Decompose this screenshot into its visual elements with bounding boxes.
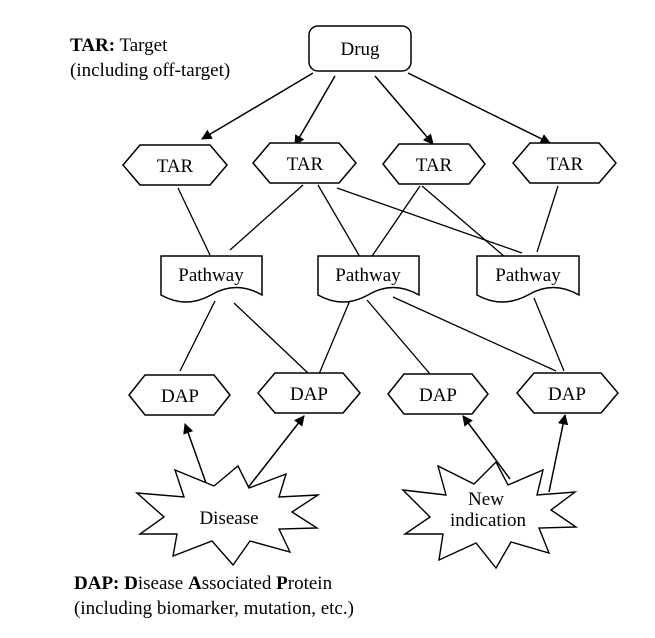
legend-dap-letter: P bbox=[276, 573, 288, 594]
target-label: TAR bbox=[157, 156, 194, 177]
disease-node: Disease bbox=[134, 464, 321, 567]
target-label: TAR bbox=[287, 154, 324, 175]
arrow-newind-dap4 bbox=[548, 413, 569, 493]
arrow-drug-tar-1 bbox=[201, 72, 314, 140]
pathway-node: Pathway bbox=[160, 255, 263, 303]
legend-dap-term: DAP: bbox=[74, 573, 120, 594]
legend-tar-line2: (including off-target) bbox=[70, 60, 231, 81]
dap-nodes: DAP DAP DAP DAP bbox=[128, 372, 619, 416]
dap-label: DAP bbox=[161, 386, 199, 407]
new-indication-label-line2: indication bbox=[450, 510, 526, 531]
pathway-to-dap-links bbox=[179, 296, 565, 375]
target-hexagon bbox=[512, 142, 617, 184]
dap-hexagon bbox=[128, 374, 231, 416]
link-pw3-dap4 bbox=[533, 297, 565, 372]
pathway-shape bbox=[317, 255, 420, 303]
legend-tar-term: TAR: bbox=[70, 35, 116, 56]
target-node: TAR bbox=[382, 143, 486, 185]
link-pw2-dap2 bbox=[318, 297, 352, 375]
new-indication-node: New indication bbox=[401, 460, 579, 570]
pathway-nodes: Pathway Pathway Pathway bbox=[160, 255, 580, 303]
link-tar3-pw3 bbox=[421, 185, 506, 258]
drug-node: Drug bbox=[308, 25, 412, 72]
legend-dap-letter: A bbox=[188, 573, 202, 594]
target-hexagon bbox=[122, 144, 228, 186]
pathway-node: Pathway bbox=[476, 255, 580, 303]
legend-dap-word: rotein bbox=[287, 573, 333, 594]
legend-dap-line2: (including biomarker, mutation, etc.) bbox=[74, 598, 354, 619]
dap-node: DAP bbox=[387, 373, 489, 415]
link-tar2-pw1 bbox=[229, 184, 304, 251]
pathway-shape bbox=[160, 255, 263, 303]
target-node: TAR bbox=[252, 142, 357, 184]
link-pw2-dap3 bbox=[366, 299, 431, 375]
pathway-label: Pathway bbox=[178, 265, 244, 286]
link-tar3-pw2 bbox=[369, 185, 421, 260]
legend-dap-word: ssociated bbox=[201, 573, 277, 594]
legend-tar: TAR: Target (including off-target) bbox=[70, 33, 230, 83]
legend-dap-letter: D bbox=[124, 573, 138, 594]
legend-dap-line1: DAP: Disease Associated Protein bbox=[74, 571, 354, 596]
arrow-drug-tar-3 bbox=[374, 75, 434, 145]
target-node: TAR bbox=[512, 142, 617, 184]
dap-label: DAP bbox=[548, 384, 586, 405]
legend-tar-line1: TAR: Target bbox=[70, 33, 230, 58]
drug-label: Drug bbox=[340, 39, 380, 60]
link-tar2-pw3 bbox=[336, 187, 523, 254]
drug-to-target-arrows bbox=[201, 72, 551, 146]
dap-label: DAP bbox=[419, 385, 457, 406]
target-hexagon bbox=[252, 142, 357, 184]
disease-starburst bbox=[134, 464, 321, 567]
arrow-newind-dap3 bbox=[462, 415, 511, 480]
legend-dap-word: isease bbox=[137, 573, 188, 594]
disease-label: Disease bbox=[199, 508, 258, 529]
dap-node: DAP bbox=[516, 372, 619, 414]
pathway-label: Pathway bbox=[335, 265, 401, 286]
dap-label: DAP bbox=[290, 384, 328, 405]
target-label: TAR bbox=[416, 155, 453, 176]
new-indication-starburst bbox=[401, 460, 579, 570]
pathway-shape bbox=[476, 255, 580, 303]
target-nodes: TAR TAR TAR TAR bbox=[122, 142, 617, 186]
dap-node: DAP bbox=[257, 372, 361, 414]
new-indication-label-line1: New bbox=[468, 489, 504, 510]
dap-hexagon bbox=[387, 373, 489, 415]
target-node: TAR bbox=[122, 144, 228, 186]
target-to-pathway-links bbox=[177, 184, 559, 260]
link-pw1-dap1 bbox=[179, 300, 216, 372]
dap-hexagon bbox=[516, 372, 619, 414]
legend-dap: DAP: Disease Associated Protein (includi… bbox=[74, 571, 354, 621]
link-tar1-pw1 bbox=[177, 187, 211, 256]
arrow-disease-dap1 bbox=[183, 423, 207, 484]
drug-box bbox=[308, 25, 412, 72]
link-pw2-dap4 bbox=[392, 296, 557, 372]
pathway-label: Pathway bbox=[495, 265, 561, 286]
pathway-node: Pathway bbox=[317, 255, 420, 303]
dap-node: DAP bbox=[128, 374, 231, 416]
arrow-drug-tar-4 bbox=[407, 72, 551, 144]
dap-hexagon bbox=[257, 372, 361, 414]
legend-tar-definition: Target bbox=[119, 35, 168, 56]
target-hexagon bbox=[382, 143, 486, 185]
link-tar4-pw3 bbox=[536, 185, 559, 253]
link-pw1-dap2 bbox=[233, 302, 310, 375]
link-tar2-pw2 bbox=[317, 184, 361, 258]
arrow-drug-tar-2 bbox=[294, 75, 336, 146]
target-label: TAR bbox=[547, 154, 584, 175]
